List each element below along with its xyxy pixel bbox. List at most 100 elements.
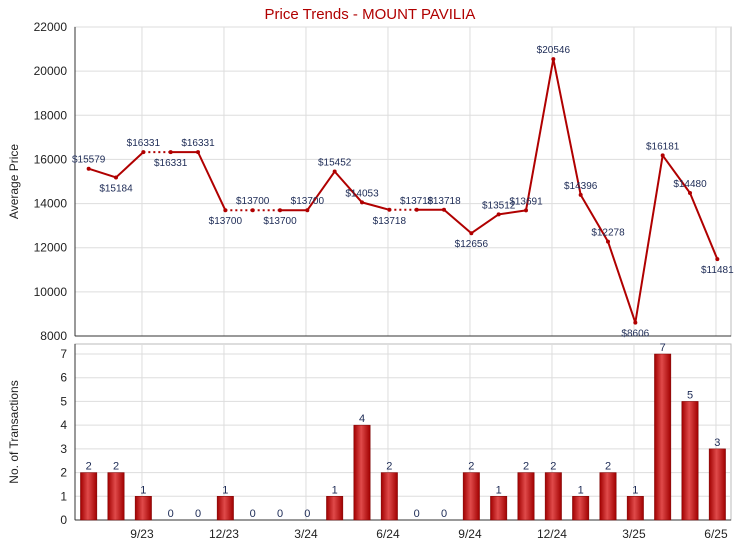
price-line-segment (197, 151, 227, 211)
price-data-label: $13691 (509, 196, 543, 207)
price-point (633, 320, 638, 325)
price-y-tick-label: 8000 (40, 329, 67, 343)
x-tick-label: 6/24 (376, 527, 400, 541)
x-tick-label: 3/24 (294, 527, 318, 541)
price-data-label: $11481 (701, 265, 734, 276)
transaction-count-label: 7 (660, 342, 666, 354)
price-data-label: $16331 (127, 138, 161, 149)
transaction-count-label: 1 (496, 484, 502, 496)
transaction-bar (517, 472, 535, 521)
price-data-label: $13700 (291, 196, 325, 207)
price-line-segment (498, 209, 527, 216)
transactions-y-tick-label: 5 (60, 394, 67, 408)
price-point (414, 207, 419, 212)
price-data-label: $20546 (537, 45, 571, 56)
transaction-count-label: 0 (277, 508, 283, 520)
transaction-bar (708, 448, 726, 521)
transactions-y-tick-label: 3 (60, 442, 67, 456)
price-data-label: $15184 (99, 183, 133, 194)
transactions-plot-area (74, 343, 732, 521)
price-line-segment (579, 194, 609, 243)
chart-title: Price Trends - MOUNT PAVILIA (264, 6, 476, 23)
price-data-label: $13718 (427, 196, 461, 207)
price-point (86, 166, 91, 171)
price-data-label: $15452 (318, 158, 352, 169)
transaction-count-label: 0 (168, 508, 174, 520)
transaction-count-label: 1 (222, 484, 228, 496)
price-line-segment (361, 201, 390, 211)
transactions-y-tick-label: 0 (60, 513, 67, 527)
price-y-tick-label: 18000 (34, 108, 68, 122)
price-y-tick-label: 12000 (34, 241, 68, 255)
price-point (688, 190, 692, 195)
price-data-label: $13700 (236, 196, 270, 207)
price-data-label: $12278 (591, 228, 625, 239)
transaction-count-label: 1 (140, 484, 146, 496)
transaction-count-label: 0 (195, 508, 201, 520)
price-data-label: $14053 (345, 188, 379, 199)
x-tick-label: 3/25 (622, 527, 646, 541)
price-point (442, 207, 446, 212)
price-point (305, 208, 310, 213)
price-line-segment (306, 170, 336, 211)
transaction-bar (626, 496, 644, 521)
price-point (715, 257, 720, 262)
transaction-count-label: 2 (523, 461, 529, 473)
price-point (660, 153, 665, 158)
price-line-segment (689, 192, 719, 260)
transaction-bar (462, 472, 480, 521)
price-data-label: $13700 (209, 216, 243, 227)
price-line-segment (333, 170, 363, 204)
transaction-bar (134, 496, 152, 521)
transaction-count-label: 3 (714, 437, 720, 449)
price-line-segment (443, 209, 472, 234)
transaction-count-label: 2 (468, 461, 474, 473)
price-data-label: $16331 (154, 158, 188, 169)
transactions-y-axis-label: No. of Transactions (7, 380, 21, 483)
transaction-bar (544, 472, 562, 521)
price-point (114, 175, 118, 180)
x-tick-label: 12/23 (209, 527, 239, 541)
price-point (360, 200, 364, 205)
price-data-label: $15579 (72, 155, 106, 166)
transaction-bar (654, 353, 672, 521)
transaction-count-label: 1 (578, 484, 584, 496)
price-point (196, 150, 200, 155)
price-point (250, 208, 255, 213)
price-point (141, 150, 146, 155)
transaction-count-label: 0 (250, 508, 256, 520)
price-y-tick-label: 20000 (34, 64, 68, 78)
price-point (524, 208, 528, 213)
transaction-count-label: 1 (332, 484, 338, 496)
price-y-axis-label: Average Price (7, 144, 21, 219)
transactions-y-tick-label: 2 (60, 466, 67, 480)
transaction-count-label: 1 (632, 484, 638, 496)
transaction-bar (380, 472, 398, 521)
price-plot-area (74, 26, 732, 337)
price-data-label: $14480 (673, 179, 707, 190)
price-point (551, 57, 556, 62)
transaction-count-label: 0 (441, 508, 447, 520)
transaction-bar (572, 496, 590, 521)
price-y-tick-label: 16000 (34, 152, 68, 166)
transaction-bar (80, 472, 98, 521)
price-point (496, 212, 501, 217)
transaction-count-label: 2 (113, 461, 119, 473)
price-data-label: $16181 (646, 141, 680, 152)
transaction-bar (490, 496, 508, 521)
transaction-count-label: 4 (359, 413, 365, 425)
transaction-count-label: 2 (86, 461, 92, 473)
price-line-segment (661, 154, 691, 194)
price-y-tick-label: 14000 (34, 197, 68, 211)
price-line-segment (607, 241, 637, 323)
price-point (223, 208, 228, 213)
price-point (578, 192, 583, 197)
transaction-bar (326, 496, 344, 521)
transactions-y-tick-label: 4 (60, 418, 67, 432)
x-tick-label: 12/24 (537, 527, 567, 541)
transactions-y-tick-label: 6 (60, 371, 67, 385)
price-data-label: $13512 (482, 200, 516, 211)
transaction-count-label: 2 (550, 461, 556, 473)
transaction-bar (216, 496, 234, 521)
